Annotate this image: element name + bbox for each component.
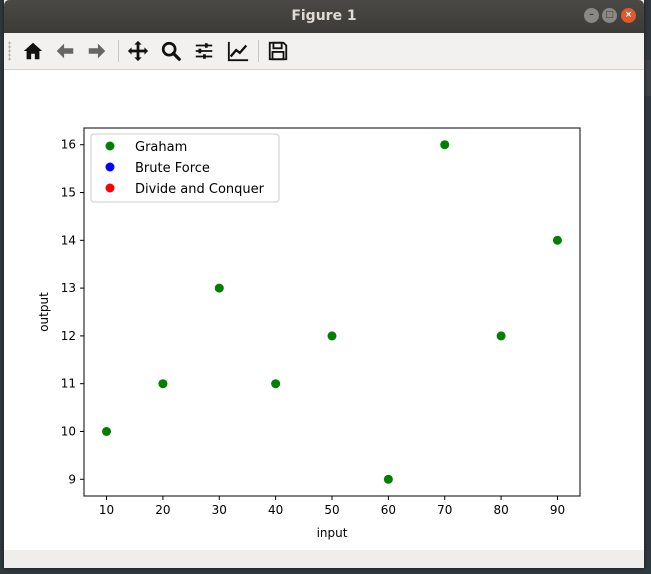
toolbar-grip	[8, 41, 11, 61]
data-point-graham	[214, 283, 224, 293]
window-title: Figure 1	[291, 8, 357, 24]
legend-marker	[105, 183, 115, 193]
home-button[interactable]	[19, 37, 47, 65]
zoom-button[interactable]	[157, 37, 185, 65]
y-tick-label: 11	[61, 377, 76, 391]
status-bar	[4, 550, 644, 568]
back-button[interactable]	[51, 37, 79, 65]
data-point-graham	[158, 379, 168, 389]
edit-axis-button[interactable]	[224, 37, 252, 65]
y-tick-label: 14	[61, 233, 76, 247]
configure-subplots-icon	[195, 43, 213, 59]
close-button[interactable]: ×	[621, 8, 636, 23]
figure-canvas[interactable]: 10 20 30 40 50 60 70 80 90 9 10 11 12 13 14 15 16 input ou…	[4, 70, 644, 550]
save-button[interactable]	[264, 37, 292, 65]
y-tick-label: 13	[61, 281, 76, 295]
x-axis-label: input	[317, 526, 348, 540]
navigation-toolbar	[4, 33, 644, 70]
zoom-icon	[161, 41, 181, 61]
maximize-button[interactable]: □	[602, 8, 617, 23]
x-tick-label: 80	[493, 503, 508, 517]
data-point-graham	[496, 331, 506, 341]
x-tick-label: 50	[324, 503, 339, 517]
y-tick-label: 12	[61, 329, 76, 343]
data-point-graham	[440, 140, 450, 150]
back-arrow-icon	[56, 43, 74, 59]
x-tick-label: 70	[437, 503, 452, 517]
x-tick-label: 30	[212, 503, 227, 517]
x-tick-label: 90	[550, 503, 565, 517]
home-icon	[23, 42, 43, 60]
x-tick-label: 10	[99, 503, 114, 517]
configure-subplots-button[interactable]	[190, 37, 218, 65]
forward-button[interactable]	[83, 37, 111, 65]
legend-marker	[105, 141, 115, 151]
data-point-graham	[102, 426, 112, 436]
background-window-edge	[644, 60, 651, 96]
pan-button[interactable]	[124, 37, 152, 65]
legend-marker	[105, 162, 115, 172]
legend-label: Brute Force	[135, 161, 210, 176]
y-tick-label: 16	[61, 138, 76, 152]
x-tick-label: 60	[381, 503, 396, 517]
edit-axis-icon	[227, 41, 249, 62]
x-tick-label: 20	[155, 503, 170, 517]
forward-arrow-icon	[88, 43, 106, 59]
minimize-button[interactable]: –	[584, 8, 599, 23]
data-point-graham	[271, 379, 281, 389]
figure-window: Figure 1 – □ ×	[4, 0, 644, 568]
scatter-plot: 10 20 30 40 50 60 70 80 90 9 10 11 12 13 14 15 16 input ou…	[37, 127, 581, 540]
legend-label: Graham	[135, 140, 187, 155]
x-tick-label: 40	[268, 503, 283, 517]
save-icon	[268, 41, 288, 61]
y-tick-label: 15	[61, 186, 76, 200]
data-point-graham	[552, 235, 562, 245]
toolbar-separator	[118, 40, 119, 62]
y-tick-label: 10	[61, 424, 76, 438]
y-tick-label: 9	[68, 472, 76, 486]
legend-box	[90, 133, 280, 203]
y-axis-label: output	[37, 292, 51, 332]
data-point-graham	[383, 474, 393, 484]
toolbar-separator	[258, 40, 259, 62]
pan-icon	[127, 40, 149, 62]
legend-label: Divide and Conquer	[135, 182, 265, 197]
title-bar[interactable]: Figure 1 – □ ×	[4, 0, 644, 33]
data-point-graham	[327, 331, 337, 341]
